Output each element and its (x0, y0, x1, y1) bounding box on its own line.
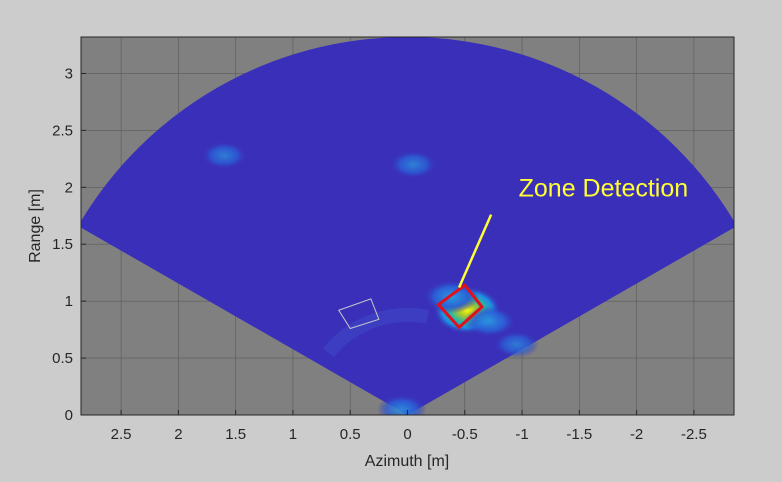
y-axis: 0 0.5 1 1.5 2 2.5 3 (52, 65, 86, 424)
y-tick-label: 2.5 (52, 122, 73, 139)
x-tick-label: -2.5 (681, 426, 707, 443)
annotation-arrow (457, 214, 493, 288)
hotspot-3 (493, 330, 539, 358)
annotations: Zone Detection (457, 174, 689, 288)
x-tick-label: -1 (515, 426, 528, 443)
y-tick-label: 0 (65, 407, 73, 424)
zones (338, 283, 485, 330)
hotspot-2 (464, 306, 516, 338)
y-tick-label: 2 (65, 179, 73, 196)
hotspot-5 (389, 150, 437, 179)
x-tick-label: 1 (289, 426, 297, 443)
radar-field (81, 37, 734, 415)
y-axis-label: Range [m] (27, 189, 44, 263)
y-tick-label: 1.5 (52, 236, 73, 253)
y-tick-label: 3 (65, 65, 73, 82)
hotspot-6 (376, 394, 427, 415)
x-tick-label: 0.5 (340, 426, 361, 443)
hotspot-4 (201, 141, 248, 170)
y-tick-label: 0.5 (52, 350, 73, 367)
annotation-label: Zone Detection (519, 174, 689, 202)
zone-2 (436, 283, 485, 330)
x-axis-label: Azimuth [m] (365, 453, 449, 470)
x-tick-label: -1.5 (566, 426, 592, 443)
x-tick-label: 2 (174, 426, 182, 443)
y-tick-label: 1 (65, 293, 73, 310)
x-tick-label: -0.5 (452, 426, 478, 443)
x-axis: 2.5 2 1.5 1 0.5 0 -0.5 -1 -1.5 -2 -2.5 (111, 410, 707, 443)
x-tick-label: 2.5 (111, 426, 132, 443)
x-tick-label: -2 (630, 426, 643, 443)
x-tick-label: 0 (403, 426, 411, 443)
x-tick-label: 1.5 (225, 426, 246, 443)
zone-1 (338, 298, 380, 330)
